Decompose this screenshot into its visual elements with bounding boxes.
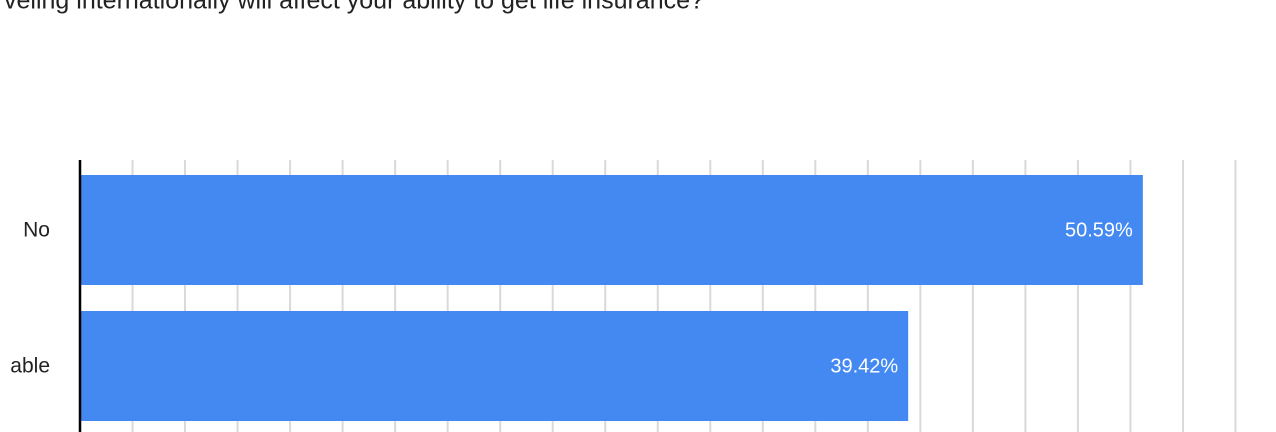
value-label: 39.42% xyxy=(830,355,898,377)
chart-title: veling internationally will affect your … xyxy=(4,0,704,15)
bar xyxy=(80,311,909,421)
bar xyxy=(80,175,1143,285)
y-tick-label: able xyxy=(10,355,50,378)
y-tick-label: No xyxy=(23,219,50,242)
value-label: 50.59% xyxy=(1065,219,1133,241)
